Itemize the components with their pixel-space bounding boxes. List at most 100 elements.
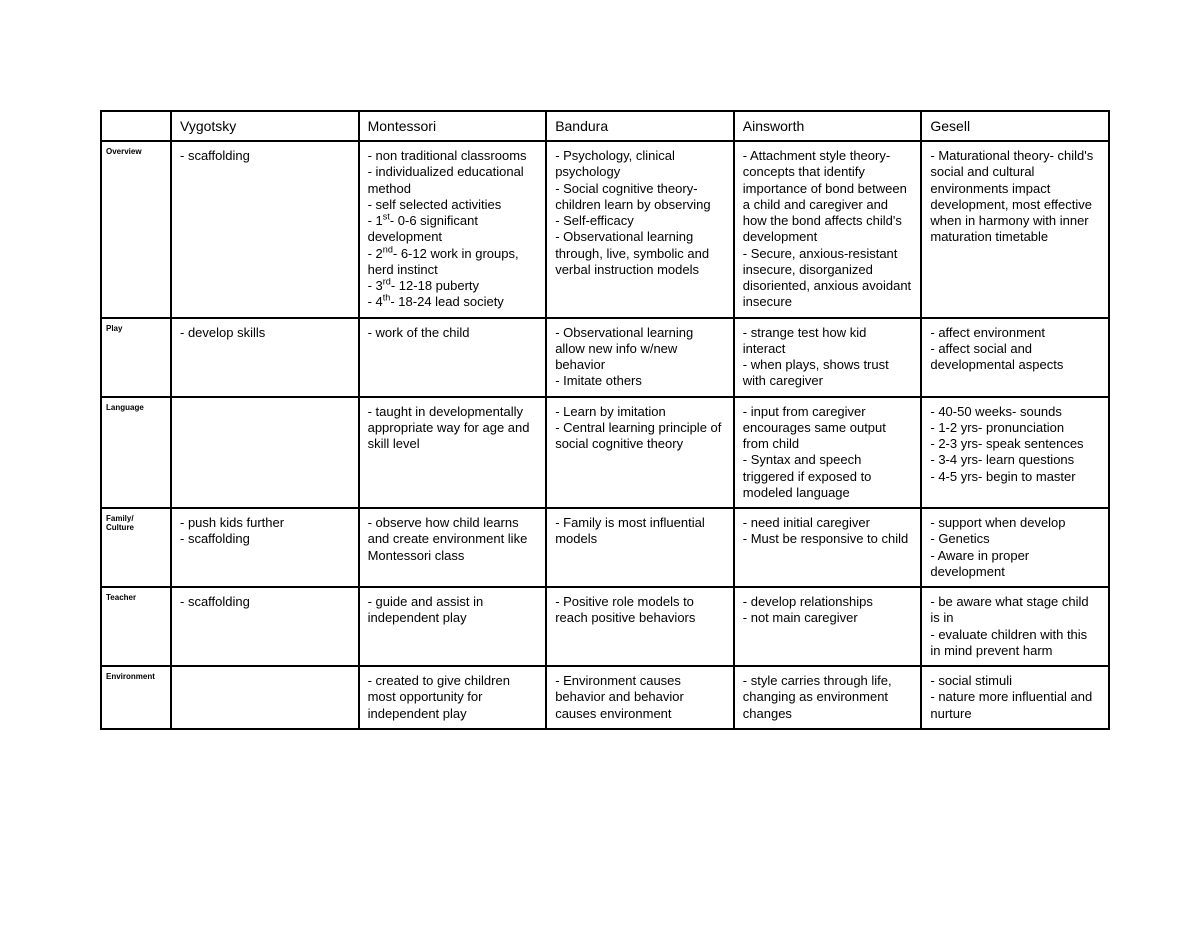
table-cell: - Family is most influential models xyxy=(546,508,734,587)
cell-line: - social stimuli xyxy=(930,673,1100,689)
table-cell: - Environment causes behavior and behavi… xyxy=(546,666,734,729)
cell-line: - 4th- 18-24 lead society xyxy=(368,294,538,310)
table-row: Family/Culture- push kids further- scaff… xyxy=(101,508,1109,587)
row-label: Family/Culture xyxy=(101,508,171,587)
table-row: Play- develop skills - work of the child -… xyxy=(101,318,1109,397)
table-cell: - work of the child xyxy=(359,318,547,397)
table-cell: - need initial caregiver- Must be respon… xyxy=(734,508,922,587)
cell-line: - need initial caregiver xyxy=(743,515,913,531)
cell-line: - 4-5 yrs- begin to master xyxy=(930,469,1100,485)
cell-line: - guide and assist in independent play xyxy=(368,594,538,627)
cell-line: - Maturational theory- child's social an… xyxy=(930,148,1100,246)
table-row: Language - taught in developmentally appr… xyxy=(101,397,1109,509)
table-cell: - Positive role models to reach positive… xyxy=(546,587,734,666)
table-cell: - affect environment- affect social and … xyxy=(921,318,1109,397)
corner-cell xyxy=(101,111,171,141)
cell-line: - 40-50 weeks- sounds xyxy=(930,404,1100,420)
table-cell: - observe how child learns and create en… xyxy=(359,508,547,587)
cell-line: - 2nd- 6-12 work in groups, herd instinc… xyxy=(368,246,538,279)
comparison-table: Vygotsky Montessori Bandura Ainsworth Ge… xyxy=(100,110,1110,730)
cell-line: - not main caregiver xyxy=(743,610,913,626)
cell-line: - strange test how kid interact xyxy=(743,325,913,358)
cell-line: - Observational learning through, live, … xyxy=(555,229,725,278)
table-row: Overview - scaffolding - non traditional c… xyxy=(101,141,1109,318)
table-cell: - 40-50 weeks- sounds- 1-2 yrs- pronunci… xyxy=(921,397,1109,509)
cell-line: - 3-4 yrs- learn questions xyxy=(930,452,1100,468)
table-row: Teacher - scaffolding - guide and assist i… xyxy=(101,587,1109,666)
cell-line: - self selected activities xyxy=(368,197,538,213)
col-header: Bandura xyxy=(546,111,734,141)
cell-line: - 1st- 0-6 significant development xyxy=(368,213,538,246)
table-cell: - taught in developmentally appropriate … xyxy=(359,397,547,509)
cell-line: - Social cognitive theory- children lear… xyxy=(555,181,725,214)
cell-line: - be aware what stage child is in xyxy=(930,594,1100,627)
header-row: Vygotsky Montessori Bandura Ainsworth Ge… xyxy=(101,111,1109,141)
table-cell: - input from caregiver encourages same o… xyxy=(734,397,922,509)
row-label: Overview xyxy=(101,141,171,318)
table-cell: - push kids further- scaffolding xyxy=(171,508,359,587)
cell-line: - created to give children most opportun… xyxy=(368,673,538,722)
cell-line: - Central learning principle of social c… xyxy=(555,420,725,453)
cell-line: - Learn by imitation xyxy=(555,404,725,420)
col-header: Gesell xyxy=(921,111,1109,141)
table-cell xyxy=(171,666,359,729)
cell-line: - Observational learning allow new info … xyxy=(555,325,725,374)
table-cell xyxy=(171,397,359,509)
table-cell: - support when develop- Genetics- Aware … xyxy=(921,508,1109,587)
table-header: Vygotsky Montessori Bandura Ainsworth Ge… xyxy=(101,111,1109,141)
cell-line: - work of the child xyxy=(368,325,538,341)
page: Vygotsky Montessori Bandura Ainsworth Ge… xyxy=(0,0,1200,730)
table-cell: - Maturational theory- child's social an… xyxy=(921,141,1109,318)
cell-line: - nature more influential and nurture xyxy=(930,689,1100,722)
cell-line: - input from caregiver encourages same o… xyxy=(743,404,913,453)
cell-line: - Family is most influential models xyxy=(555,515,725,548)
cell-line: - Attachment style theory- concepts that… xyxy=(743,148,913,246)
table-cell: - Psychology, clinical psychology- Socia… xyxy=(546,141,734,318)
table-cell: - scaffolding xyxy=(171,141,359,318)
cell-line: - Self-efficacy xyxy=(555,213,725,229)
cell-line: - observe how child learns and create en… xyxy=(368,515,538,564)
table-cell: - Attachment style theory- concepts that… xyxy=(734,141,922,318)
cell-line: - 3rd- 12-18 puberty xyxy=(368,278,538,294)
table-cell: - scaffolding xyxy=(171,587,359,666)
cell-line: - scaffolding xyxy=(180,531,350,547)
row-label: Language xyxy=(101,397,171,509)
table-cell: - created to give children most opportun… xyxy=(359,666,547,729)
table-cell: - develop skills xyxy=(171,318,359,397)
row-label: Play xyxy=(101,318,171,397)
cell-line: - Syntax and speech triggered if exposed… xyxy=(743,452,913,501)
cell-line: - push kids further xyxy=(180,515,350,531)
cell-line: - 2-3 yrs- speak sentences xyxy=(930,436,1100,452)
row-label: Teacher xyxy=(101,587,171,666)
cell-line: - support when develop xyxy=(930,515,1100,531)
cell-line: - Secure, anxious-resistant insecure, di… xyxy=(743,246,913,311)
table-cell: - guide and assist in independent play xyxy=(359,587,547,666)
table-cell: - social stimuli- nature more influentia… xyxy=(921,666,1109,729)
cell-line: - individualized educational method xyxy=(368,164,538,197)
row-label: Environment xyxy=(101,666,171,729)
cell-line: - taught in developmentally appropriate … xyxy=(368,404,538,453)
cell-line: - scaffolding xyxy=(180,594,350,610)
table-cell: - Learn by imitation- Central learning p… xyxy=(546,397,734,509)
cell-line: - scaffolding xyxy=(180,148,350,164)
cell-line: - evaluate children with this in mind pr… xyxy=(930,627,1100,660)
table-cell: - develop relationships- not main caregi… xyxy=(734,587,922,666)
cell-line: - Imitate others xyxy=(555,373,725,389)
cell-line: - style carries through life, changing a… xyxy=(743,673,913,722)
cell-line: - Positive role models to reach positive… xyxy=(555,594,725,627)
cell-line: - Aware in proper development xyxy=(930,548,1100,581)
cell-line: - Psychology, clinical psychology xyxy=(555,148,725,181)
col-header: Ainsworth xyxy=(734,111,922,141)
cell-line: - Genetics xyxy=(930,531,1100,547)
cell-line: - affect environment xyxy=(930,325,1100,341)
table-row: Environment - created to give children mo… xyxy=(101,666,1109,729)
cell-line: - 1-2 yrs- pronunciation xyxy=(930,420,1100,436)
table-cell: - style carries through life, changing a… xyxy=(734,666,922,729)
cell-line: - non traditional classrooms xyxy=(368,148,538,164)
cell-line: - when plays, shows trust with caregiver xyxy=(743,357,913,390)
col-header: Montessori xyxy=(359,111,547,141)
table-cell: - be aware what stage child is in- evalu… xyxy=(921,587,1109,666)
table-cell: - non traditional classrooms- individual… xyxy=(359,141,547,318)
col-header: Vygotsky xyxy=(171,111,359,141)
table-cell: - strange test how kid interact- when pl… xyxy=(734,318,922,397)
